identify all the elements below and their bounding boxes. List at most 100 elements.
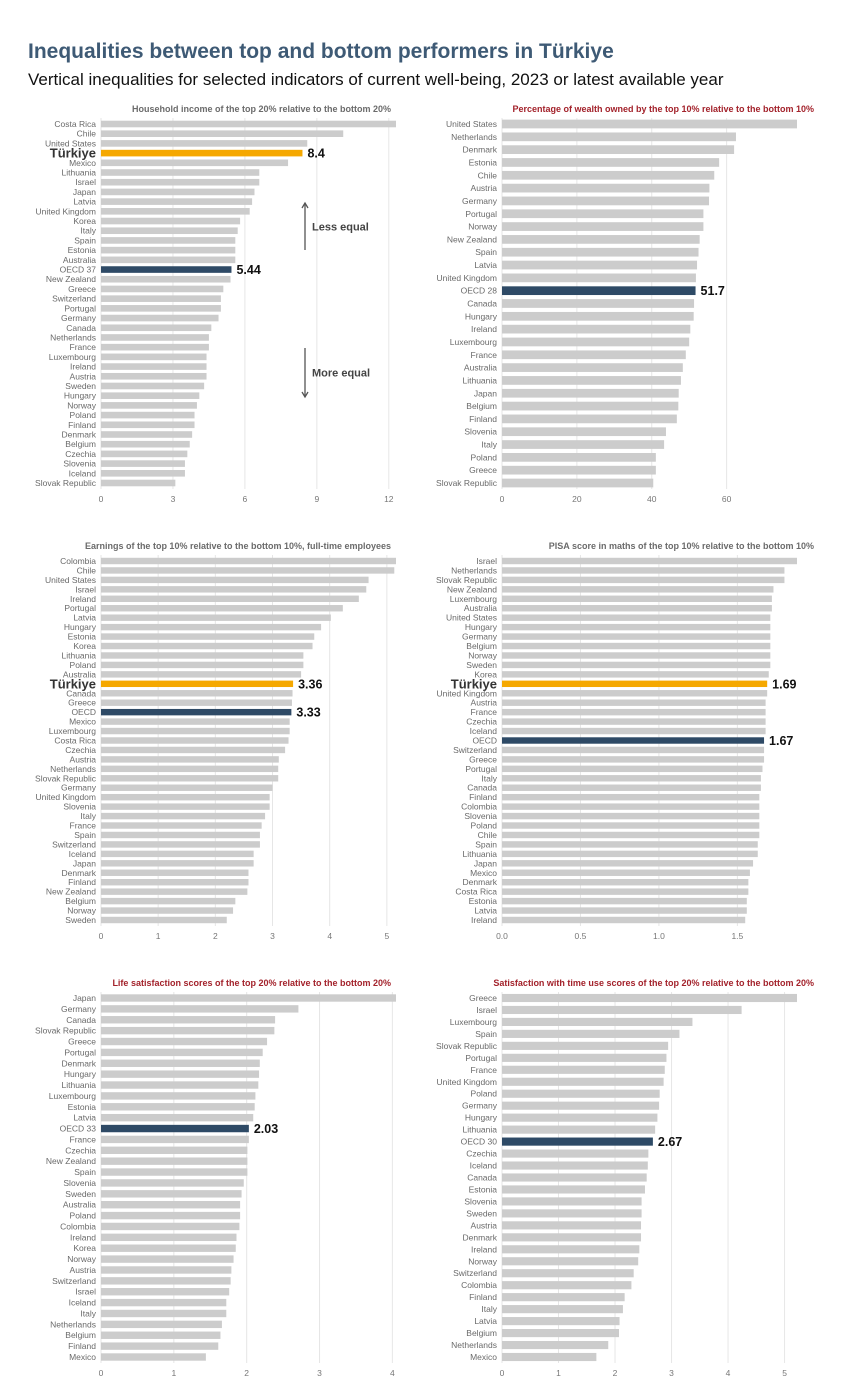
bar [502,557,797,565]
category-label: Türkiye [50,146,96,161]
bar [101,994,396,1002]
category-label: Slovak Republic [35,1026,97,1036]
category-label: Finland [68,420,96,430]
bar [101,567,395,574]
bar [101,382,205,390]
category-label: Colombia [461,802,497,812]
category-label: New Zealand [447,584,497,594]
category-label: Italy [80,226,96,236]
category-label: Estonia [469,896,498,906]
category-label: Germany [61,313,97,323]
category-label: Greece [469,465,497,475]
category-label: Latvia [73,613,96,623]
bar [101,1309,227,1318]
bar [101,1092,256,1100]
category-label: New Zealand [46,887,96,897]
bar [101,623,322,631]
bar [101,831,260,839]
category-label: Japan [73,993,96,1003]
bar [502,831,760,839]
category-label: Belgium [466,1328,497,1338]
data-label: 1.69 [772,677,796,691]
x-tick-label: 20 [572,494,582,504]
bar [101,708,292,716]
chart-earnings: Earnings of the top 10% relative to the … [0,537,425,947]
x-tick-label: 0 [500,494,505,504]
bar [101,227,238,235]
category-label: Slovak Republic [35,773,97,783]
bar [502,1173,647,1182]
category-label: United States [45,138,96,148]
x-tick-label: 12 [384,494,394,504]
category-label: Spain [74,235,96,245]
x-tick-label: 0 [99,931,104,941]
bar [502,1089,660,1098]
bar [502,1221,642,1230]
bar [101,793,270,801]
bar [502,1149,649,1158]
bar [101,803,270,810]
bar [502,1328,619,1338]
bar [101,907,234,914]
category-label: Germany [462,196,498,206]
category-label: Luxembourg [49,352,97,362]
bar [502,196,710,206]
category-label: Switzerland [52,294,96,304]
bar [502,1185,645,1194]
bar [502,1197,642,1206]
x-tick-label: 5 [782,1368,787,1378]
category-label: OECD 30 [461,1137,498,1147]
category-label: Greece [68,284,96,294]
bar [502,727,766,735]
bar [101,149,303,157]
category-label: Finland [469,414,497,424]
category-label: Austria [471,698,498,708]
data-label: 5.44 [236,263,260,277]
bar [502,888,749,895]
annotation-label: Less equal [312,222,369,234]
chart-title: PISA score in maths of the top 10% relat… [549,541,814,551]
chart-svg: Earnings of the top 10% relative to the … [35,541,396,941]
bar [101,1320,222,1329]
bar [101,353,207,361]
bar [502,775,761,782]
bar [502,1137,653,1146]
category-label: Netherlands [50,1319,96,1329]
bar [502,1029,680,1038]
category-label: OECD 28 [461,286,498,296]
category-label: Costa Rica [54,119,96,129]
bar [101,916,227,924]
category-label: Colombia [60,1221,96,1231]
category-label: United States [446,119,497,129]
bar [101,1059,260,1067]
bar [101,159,289,167]
data-label: 8.4 [307,147,324,161]
bar [502,652,771,659]
bar [101,295,221,302]
bar [101,642,313,650]
category-label: Sweden [466,660,497,670]
bar [502,1245,640,1254]
category-label: Australia [63,669,96,679]
category-label: Switzerland [453,1268,497,1278]
bar [101,633,315,640]
category-label: Austria [471,1220,498,1230]
category-label: Germany [61,1004,97,1014]
category-label: United Kingdom [36,792,96,802]
bar [502,440,665,449]
category-label: Estonia [68,1102,97,1112]
category-label: Switzerland [52,839,96,849]
bar [101,421,195,429]
category-label: Canada [467,299,497,309]
category-label: Slovenia [464,811,497,821]
bar [101,737,289,744]
category-label: Italy [80,811,96,821]
bar [502,222,704,231]
x-tick-label: 6 [243,494,248,504]
category-label: Japan [73,187,96,197]
bar [101,208,250,215]
category-label: Canada [66,1015,96,1025]
arrowhead-icon [301,201,309,209]
category-label: Finland [469,1292,497,1302]
category-label: OECD [71,707,96,717]
